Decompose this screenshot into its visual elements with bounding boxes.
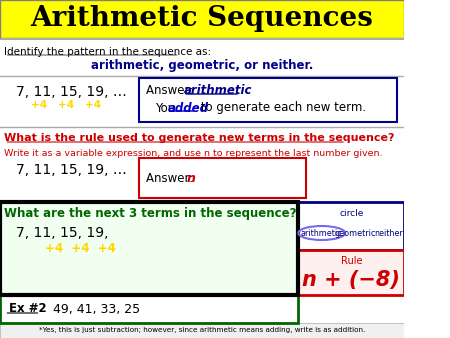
Text: 7, 11, 15, 19, …: 7, 11, 15, 19, …: [16, 85, 127, 99]
FancyBboxPatch shape: [0, 0, 405, 38]
FancyBboxPatch shape: [0, 38, 405, 40]
Text: n: n: [187, 171, 196, 185]
Text: 7, 11, 15, 19, …: 7, 11, 15, 19, …: [16, 163, 127, 177]
Text: arithmetic, geometric, or neither.: arithmetic, geometric, or neither.: [91, 59, 313, 72]
FancyBboxPatch shape: [0, 295, 298, 323]
Text: added: added: [168, 101, 209, 115]
Text: You: You: [154, 101, 179, 115]
FancyBboxPatch shape: [0, 323, 405, 338]
Text: geometric: geometric: [334, 228, 376, 238]
Text: Write it as a variable expression, and use n to represent the last number given.: Write it as a variable expression, and u…: [4, 148, 383, 158]
FancyBboxPatch shape: [298, 250, 405, 295]
Text: neither: neither: [374, 228, 403, 238]
Text: Arithmetic Sequences: Arithmetic Sequences: [31, 5, 374, 32]
FancyBboxPatch shape: [140, 78, 397, 122]
Text: arithmetic: arithmetic: [301, 228, 342, 238]
Text: Identify the pattern in the sequence as:: Identify the pattern in the sequence as:: [4, 47, 211, 57]
Text: Answer:: Answer:: [146, 84, 198, 97]
FancyBboxPatch shape: [0, 202, 298, 295]
Text: circle: circle: [339, 209, 364, 217]
Text: Rule: Rule: [341, 256, 362, 266]
Text: Ex #2: Ex #2: [9, 303, 47, 315]
FancyBboxPatch shape: [140, 158, 306, 198]
FancyBboxPatch shape: [298, 202, 405, 250]
Text: +4  +4  +4: +4 +4 +4: [45, 242, 116, 256]
Text: to generate each new term.: to generate each new term.: [197, 101, 366, 115]
Text: *Yes, this is just subtraction; however, since arithmetic means adding, write is: *Yes, this is just subtraction; however,…: [39, 327, 365, 333]
Text: +4   +4   +4: +4 +4 +4: [31, 100, 101, 110]
Text: n + (−8): n + (−8): [302, 270, 400, 290]
Text: 49, 41, 33, 25: 49, 41, 33, 25: [45, 303, 140, 315]
Text: arithmetic: arithmetic: [183, 84, 252, 97]
Text: What is the rule used to generate new terms in the sequence?: What is the rule used to generate new te…: [4, 133, 395, 143]
Text: Answer:: Answer:: [146, 171, 198, 185]
Text: 7, 11, 15, 19,: 7, 11, 15, 19,: [16, 226, 109, 240]
Text: What are the next 3 terms in the sequence?: What are the next 3 terms in the sequenc…: [4, 208, 297, 220]
